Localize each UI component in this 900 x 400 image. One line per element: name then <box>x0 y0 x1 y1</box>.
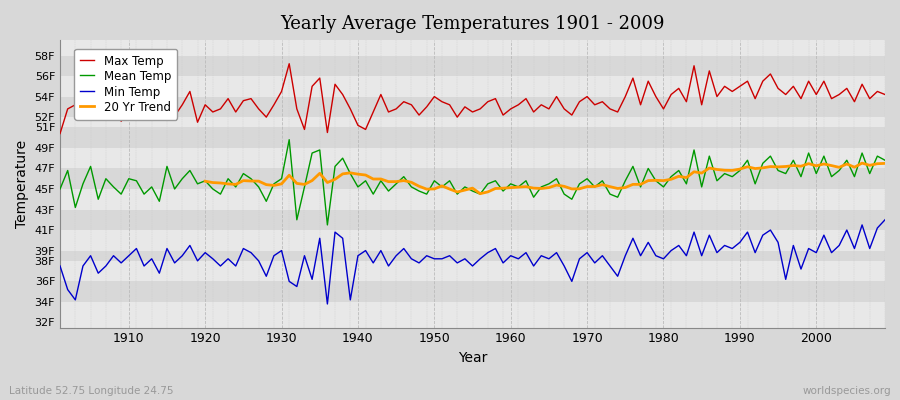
Mean Temp <box>520 178 531 183</box>
Max Temp <box>55 131 66 136</box>
20 Yr Trend <box>200 179 211 184</box>
Min Temp <box>879 217 890 222</box>
Max Temp <box>605 106 616 111</box>
Max Temp <box>292 106 302 111</box>
Bar <box>60 148 885 168</box>
Bar <box>60 302 885 322</box>
Bar <box>60 117 885 127</box>
Mean Temp <box>513 184 524 189</box>
Max Temp <box>116 119 127 124</box>
Min Temp <box>605 264 616 268</box>
Min Temp <box>55 264 66 268</box>
Legend: Max Temp, Mean Temp, Min Temp, 20 Yr Trend: Max Temp, Mean Temp, Min Temp, 20 Yr Tre… <box>74 49 177 120</box>
Y-axis label: Temperature: Temperature <box>15 140 29 228</box>
Mean Temp <box>345 171 356 176</box>
Line: Max Temp: Max Temp <box>60 64 885 134</box>
Bar <box>60 261 885 281</box>
Bar <box>60 127 885 148</box>
Max Temp <box>505 106 516 111</box>
Line: 20 Yr Trend: 20 Yr Trend <box>205 163 885 194</box>
Max Temp <box>879 92 890 97</box>
Text: Latitude 52.75 Longitude 24.75: Latitude 52.75 Longitude 24.75 <box>9 386 174 396</box>
Mean Temp <box>879 158 890 163</box>
Min Temp <box>338 236 348 241</box>
Line: Mean Temp: Mean Temp <box>60 140 885 225</box>
Max Temp <box>284 61 294 66</box>
Bar <box>60 230 885 250</box>
20 Yr Trend <box>879 161 890 166</box>
Min Temp <box>116 260 127 265</box>
Mean Temp <box>55 186 66 191</box>
20 Yr Trend <box>406 180 417 185</box>
20 Yr Trend <box>292 181 302 186</box>
Mean Temp <box>322 222 333 227</box>
Mean Temp <box>116 192 127 196</box>
20 Yr Trend <box>475 191 486 196</box>
20 Yr Trend <box>864 163 875 168</box>
Text: worldspecies.org: worldspecies.org <box>803 386 891 396</box>
Mean Temp <box>612 195 623 200</box>
Mean Temp <box>292 217 302 222</box>
20 Yr Trend <box>773 164 784 169</box>
Bar <box>60 168 885 189</box>
Line: Min Temp: Min Temp <box>60 220 885 304</box>
Min Temp <box>284 279 294 284</box>
Bar <box>60 210 885 230</box>
Title: Yearly Average Temperatures 1901 - 2009: Yearly Average Temperatures 1901 - 2009 <box>280 15 665 33</box>
Min Temp <box>505 253 516 258</box>
Bar <box>60 250 885 261</box>
Bar <box>60 96 885 117</box>
20 Yr Trend <box>788 163 798 168</box>
Min Temp <box>322 302 333 306</box>
Mean Temp <box>284 137 294 142</box>
Bar <box>60 189 885 210</box>
Min Temp <box>513 256 524 261</box>
Max Temp <box>513 102 524 107</box>
20 Yr Trend <box>857 161 868 166</box>
20 Yr Trend <box>681 175 692 180</box>
Bar <box>60 281 885 302</box>
Max Temp <box>338 92 348 97</box>
X-axis label: Year: Year <box>458 351 487 365</box>
Bar <box>60 56 885 76</box>
Bar <box>60 76 885 96</box>
